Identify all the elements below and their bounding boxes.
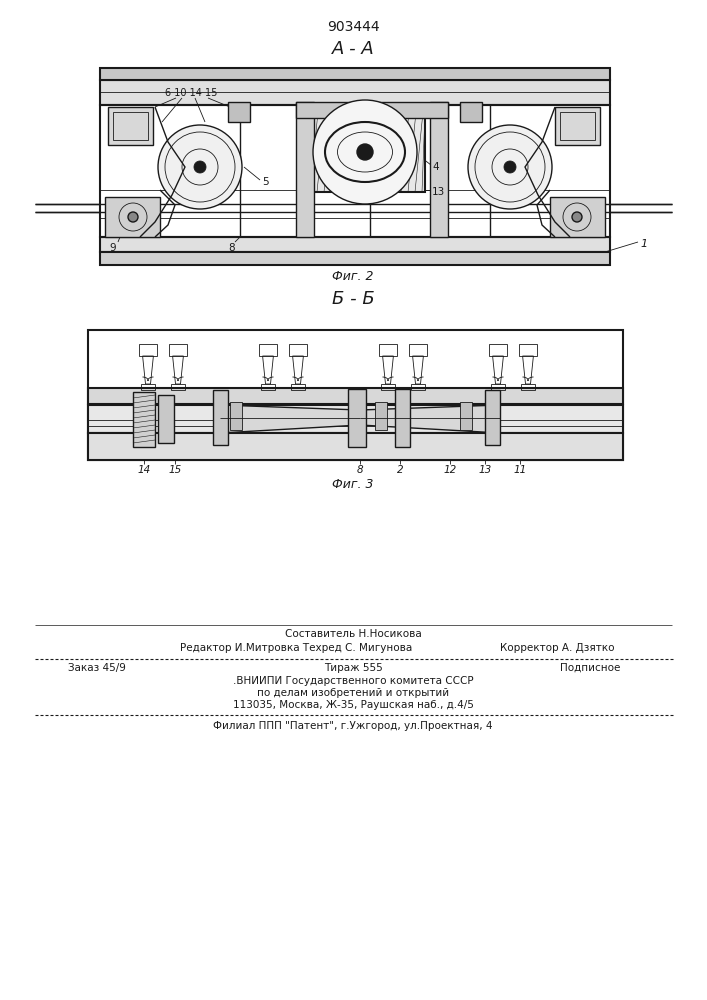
Text: Тираж 555: Тираж 555 (324, 663, 382, 673)
Bar (88, 433, 623, 460)
Text: Корректор А. Дзятко: Корректор А. Дзятко (500, 643, 614, 653)
Bar (158, 395, 174, 443)
Bar (289, 344, 307, 356)
Bar (430, 102, 448, 237)
Bar (491, 384, 505, 390)
Circle shape (158, 125, 242, 209)
Circle shape (468, 125, 552, 209)
Bar (100, 237, 610, 252)
Bar (228, 102, 250, 122)
Bar (291, 384, 305, 390)
Text: 113035, Москва, Ж-35, Раушская наб., д.4/5: 113035, Москва, Ж-35, Раушская наб., д.4… (233, 700, 474, 710)
Bar (259, 344, 277, 356)
Bar (485, 390, 500, 445)
Circle shape (572, 212, 582, 222)
Bar (296, 102, 314, 237)
Bar (108, 107, 153, 145)
Bar (261, 384, 275, 390)
Bar (213, 390, 228, 445)
Text: 11: 11 (513, 465, 527, 475)
Bar (88, 330, 623, 460)
Bar (88, 405, 623, 433)
Bar (409, 344, 427, 356)
Bar (460, 402, 472, 430)
Bar (113, 112, 148, 140)
Text: Редактор И.Митровка Техред С. Мигунова: Редактор И.Митровка Техред С. Мигунова (180, 643, 412, 653)
Text: А - А: А - А (332, 40, 375, 58)
Bar (105, 197, 160, 237)
Text: 13: 13 (432, 187, 445, 197)
Bar (171, 384, 185, 390)
Text: 12: 12 (443, 465, 457, 475)
Text: 14: 14 (137, 465, 151, 475)
Polygon shape (220, 405, 500, 433)
Bar (169, 344, 187, 356)
Text: 5: 5 (262, 177, 269, 187)
Bar (560, 112, 595, 140)
Text: Б - Б: Б - Б (332, 290, 375, 308)
Bar (100, 105, 610, 237)
Text: Филиал ППП "Патент", г.Ужгород, ул.Проектная, 4: Филиал ППП "Патент", г.Ужгород, ул.Проек… (214, 721, 493, 731)
Bar (489, 344, 507, 356)
Bar (100, 68, 610, 80)
Text: Заказ 45/9: Заказ 45/9 (68, 663, 126, 673)
Bar (139, 344, 157, 356)
Text: .ВНИИПИ Государственного комитета СССР: .ВНИИПИ Государственного комитета СССР (233, 676, 473, 686)
Bar (550, 197, 605, 237)
Circle shape (504, 161, 516, 173)
Bar (375, 402, 387, 430)
Bar (555, 107, 600, 145)
Bar (100, 80, 610, 105)
Bar (379, 344, 397, 356)
Circle shape (128, 212, 138, 222)
Text: 9: 9 (110, 243, 117, 253)
Text: Фиг. 2: Фиг. 2 (332, 270, 374, 283)
Bar (521, 384, 535, 390)
Text: по делам изобретений и открытий: по делам изобретений и открытий (257, 688, 449, 698)
Bar (100, 252, 610, 265)
Bar (411, 384, 425, 390)
Bar (348, 389, 366, 447)
Bar (296, 102, 448, 118)
Text: 903444: 903444 (327, 20, 380, 34)
Circle shape (357, 144, 373, 160)
Text: 15: 15 (168, 465, 182, 475)
Bar (305, 112, 425, 192)
Bar (230, 402, 242, 430)
Bar (141, 384, 155, 390)
Text: Составитель Н.Носикова: Составитель Н.Носикова (285, 629, 421, 639)
Bar (519, 344, 537, 356)
Bar (395, 389, 410, 447)
Bar (460, 102, 482, 122)
Text: Фиг. 3: Фиг. 3 (332, 478, 374, 491)
Circle shape (313, 100, 417, 204)
Text: 13: 13 (479, 465, 491, 475)
Bar (88, 388, 623, 404)
Bar (133, 392, 155, 447)
Text: 8: 8 (228, 243, 235, 253)
Text: Подписное: Подписное (560, 663, 620, 673)
Text: 4: 4 (432, 162, 438, 172)
Text: 2: 2 (397, 465, 403, 475)
Bar (381, 384, 395, 390)
Text: 8: 8 (357, 465, 363, 475)
Text: 1: 1 (640, 239, 647, 249)
Text: 6 10 14 15: 6 10 14 15 (165, 88, 217, 98)
Circle shape (194, 161, 206, 173)
